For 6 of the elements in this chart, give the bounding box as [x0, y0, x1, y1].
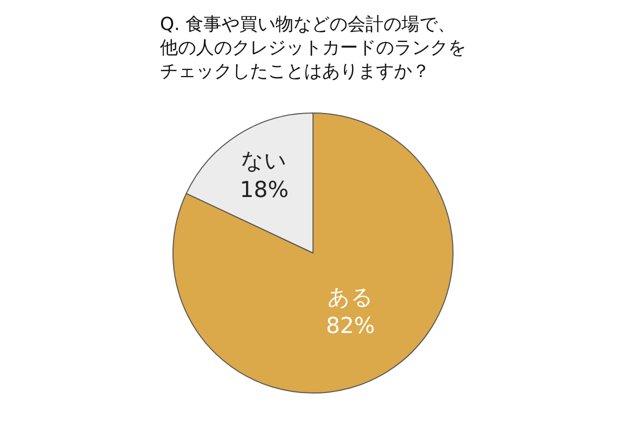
chart-title: Q. 食事や買い物などの会計の場で、他の人のクレジットカードのランクをチェックしたことはありますか？ — [160, 14, 466, 82]
slice-label: ある — [328, 285, 374, 310]
slice-label: ない — [241, 149, 288, 174]
pie-slice — [172, 112, 454, 394]
data-label: 18% — [240, 178, 289, 203]
data-label: 82% — [326, 314, 375, 339]
